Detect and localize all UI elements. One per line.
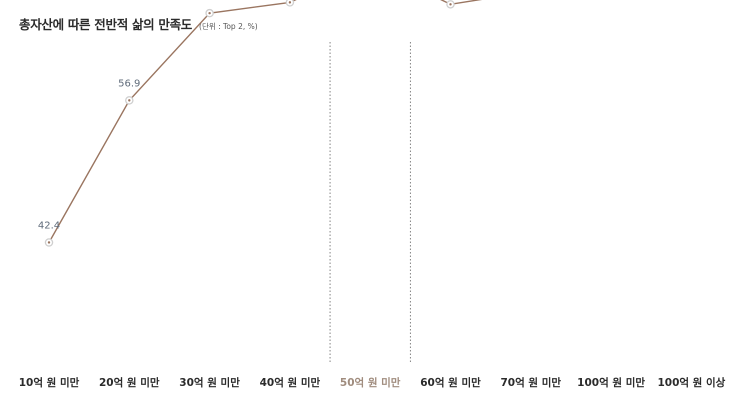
series-line [48,0,483,243]
data-label: 42.4 [38,220,60,231]
category-label: 100억 원 이상 [657,376,725,389]
data-point-center [128,99,131,102]
category-label: 30억 원 미만 [179,376,240,389]
category-label: 70억 원 미만 [501,376,562,389]
category-label: 50억 원 미만 [340,376,401,389]
chart-title: 총자산에 따른 전반적 삶의 만족도 [19,17,193,32]
chart-unit-note: (단위 : Top 2, %) [199,22,258,31]
data-label: 65.8 [198,0,220,2]
data-point-center [208,11,211,15]
category-label: 20억 원 미만 [99,376,160,389]
category-label: 10억 원 미만 [19,376,80,389]
category-label: 40억 원 미만 [260,376,321,389]
data-point-center [47,241,51,244]
data-label: 56.9 [118,78,140,89]
data-point-center [449,3,452,6]
category-label: 60억 원 미만 [420,376,481,389]
data-point-center [288,1,292,4]
category-label: 100억 원 미만 [577,376,645,389]
chart-title-row: 총자산에 따른 전반적 삶의 만족도 (단위 : Top 2, %) [19,14,258,33]
